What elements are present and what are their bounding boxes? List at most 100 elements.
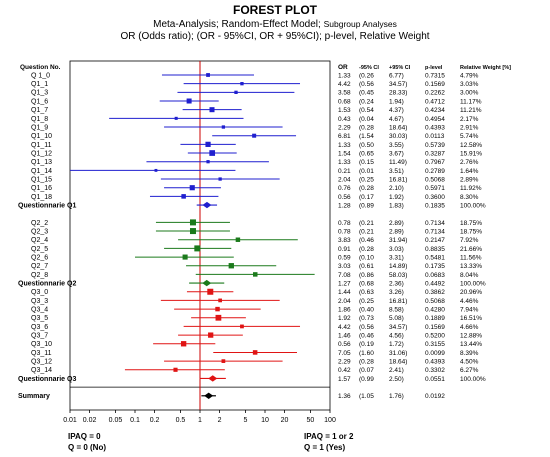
row-ci-low: (0.25 — [359, 176, 374, 183]
row-label: Q1_6 — [31, 98, 48, 105]
row-label: Q2_7 — [31, 263, 48, 270]
footer-right-line1: IPAQ = 1 or 2 — [304, 432, 354, 441]
row-label: Q3_0 — [31, 289, 48, 296]
row-ci-low: (0.17 — [359, 194, 374, 201]
row-label: Q2_6 — [31, 254, 48, 261]
point-estimate-marker — [252, 350, 258, 355]
row-label: Q1_16 — [31, 185, 52, 192]
row-p-level: 0.4393 — [425, 124, 445, 131]
row-ci-high: 2.10) — [389, 185, 404, 192]
x-tick-label: 1 — [198, 417, 202, 424]
row-p-level: 0.7134 — [425, 228, 445, 235]
row-label: Q1_11 — [31, 142, 52, 149]
row-p-level: 0.0192 — [425, 393, 445, 400]
row-weight: 4.79% — [460, 72, 479, 79]
row-p-level: 0.3302 — [425, 367, 445, 374]
row-label: Q1_13 — [31, 159, 52, 166]
row-ci-high: 3.03) — [389, 246, 404, 253]
row-ci-low: (0.04 — [359, 116, 374, 123]
row-weight: 20.96% — [460, 289, 482, 296]
row-label: Q3_10 — [31, 341, 52, 348]
row-ci-high: 30.03) — [389, 133, 407, 140]
row-or-value: 0.68 — [338, 98, 351, 105]
row-or-value: 1.46 — [338, 333, 351, 340]
row-weight: 1.64% — [460, 168, 479, 175]
row-weight: 100.00% — [460, 280, 486, 287]
point-estimate-marker — [206, 160, 210, 164]
row-ci-low: (0.46 — [359, 237, 374, 244]
row-ci-high: 4.56) — [389, 333, 404, 340]
subtitle-small: Subgroup Analyses — [324, 19, 397, 29]
row-ci-low: (0.99 — [359, 376, 374, 383]
row-weight: 7.92% — [460, 237, 479, 244]
x-tick-label: 0.5 — [176, 417, 186, 424]
point-estimate-marker — [234, 90, 238, 94]
row-p-level: 0.2789 — [425, 168, 445, 175]
point-estimate-marker — [208, 332, 214, 338]
row-weight: 18.75% — [460, 228, 482, 235]
row-ci-high: 16.81) — [389, 298, 407, 305]
row-p-level: 0.5739 — [425, 142, 445, 149]
row-p-level: 0.4492 — [425, 280, 445, 287]
row-ci-high: 2.89) — [389, 220, 404, 227]
row-ci-low: (0.56 — [359, 324, 374, 331]
row-ci-high: 3.26) — [389, 289, 404, 296]
row-label: Summary — [18, 393, 50, 400]
row-or-value: 1.33 — [338, 142, 351, 149]
row-ci-low: (0.21 — [359, 228, 374, 235]
row-label: Q3_7 — [31, 333, 48, 340]
row-ci-low: (0.28 — [359, 124, 374, 131]
col-header-p: p-level — [425, 65, 443, 71]
row-p-level: 0.7134 — [425, 220, 445, 227]
row-or-value: 0.91 — [338, 246, 351, 253]
row-p-level: 0.3155 — [425, 341, 445, 348]
row-ci-low: (0.56 — [359, 81, 374, 88]
row-weight: 3.00% — [460, 90, 479, 97]
row-ci-high: 2.36) — [389, 280, 404, 287]
row-or-value: 7.08 — [338, 272, 351, 279]
col-header-ci-low: -95% CI — [359, 65, 379, 71]
point-estimate-marker — [221, 359, 226, 363]
row-p-level: 0.5068 — [425, 176, 445, 183]
x-tick-label: 2 — [218, 417, 222, 424]
row-ci-high: 4.37) — [389, 107, 404, 114]
row-ci-low: (0.26 — [359, 72, 374, 79]
row-p-level: 0.1889 — [425, 315, 445, 322]
row-ci-low: (0.21 — [359, 220, 374, 227]
row-ci-low: (0.65 — [359, 150, 374, 157]
row-weight: 13.44% — [460, 341, 482, 348]
row-ci-low: (0.40 — [359, 306, 374, 313]
row-ci-high: 6.77) — [389, 72, 404, 79]
row-or-value: 2.29 — [338, 124, 351, 131]
row-p-level: 0.1835 — [425, 202, 445, 209]
row-p-level: 0.0551 — [425, 376, 445, 383]
row-ci-high: 34.57) — [389, 324, 407, 331]
row-weight: 8.30% — [460, 194, 479, 201]
row-p-level: 0.4393 — [425, 359, 445, 366]
row-ci-low: (0.07 — [359, 367, 374, 374]
row-label: Q1_18 — [31, 194, 52, 201]
row-or-value: 2.04 — [338, 176, 351, 183]
row-label: Q3_5 — [31, 315, 48, 322]
point-estimate-marker — [194, 245, 201, 252]
x-tick-label: 0.2 — [150, 417, 160, 424]
row-p-level: 0.5068 — [425, 298, 445, 305]
row-weight: 2.17% — [460, 116, 479, 123]
row-ci-low: (0.68 — [359, 280, 374, 287]
row-ci-high: 2.41) — [389, 367, 404, 374]
plot-subtitle: Meta-Analysis; Random-Effect Model; Subg… — [153, 19, 397, 30]
row-or-value: 2.04 — [338, 298, 351, 305]
row-label: Q3_6 — [31, 324, 48, 331]
row-ci-low: (0.28 — [359, 359, 374, 366]
row-or-value: 1.54 — [338, 150, 351, 157]
row-ci-high: 31.94) — [389, 237, 407, 244]
row-ci-low: (0.28 — [359, 246, 374, 253]
row-ci-high: 5.08) — [389, 315, 404, 322]
point-estimate-marker — [189, 185, 195, 191]
row-or-value: 0.78 — [338, 220, 351, 227]
row-weight: 8.39% — [460, 350, 479, 357]
row-or-value: 3.03 — [338, 263, 351, 270]
point-estimate-marker — [206, 73, 210, 77]
row-p-level: 0.8835 — [425, 246, 445, 253]
